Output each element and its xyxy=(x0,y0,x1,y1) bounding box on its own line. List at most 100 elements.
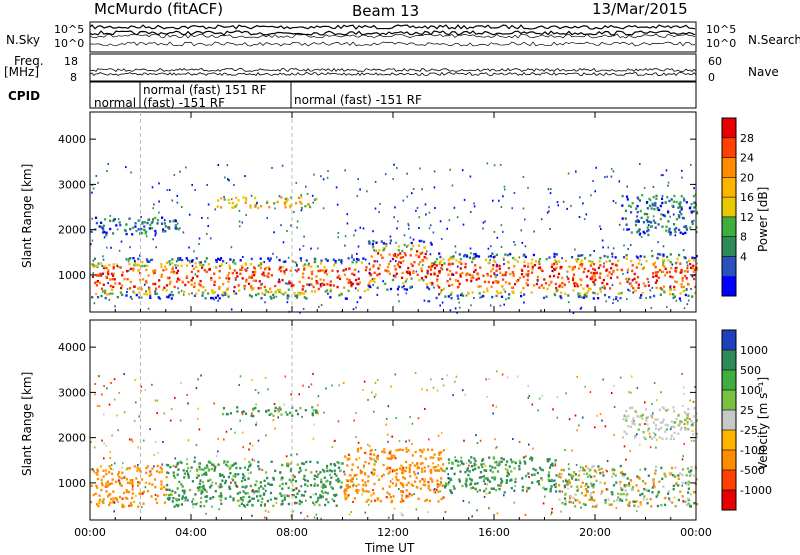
noise-cell xyxy=(504,188,506,191)
data-cell xyxy=(655,274,658,277)
noise-cell xyxy=(454,307,457,310)
noise-cell xyxy=(95,175,98,177)
data-cell xyxy=(146,259,149,263)
noise-cell xyxy=(133,419,136,422)
data-cell xyxy=(192,503,195,506)
data-cell xyxy=(543,278,546,281)
data-cell xyxy=(547,471,551,474)
noise-cell xyxy=(257,391,260,394)
data-cell xyxy=(209,478,212,481)
data-cell xyxy=(243,475,246,478)
noise-cell xyxy=(241,221,243,224)
data-cell xyxy=(195,257,198,260)
data-cell xyxy=(650,437,653,440)
noise-cell xyxy=(613,405,616,408)
noise-cell xyxy=(424,408,426,410)
data-cell xyxy=(201,468,204,471)
data-cell xyxy=(538,262,541,265)
noise-cell xyxy=(177,287,179,290)
data-cell xyxy=(626,280,629,283)
data-cell xyxy=(644,482,647,485)
data-cell xyxy=(204,495,207,498)
data-cell xyxy=(639,502,642,505)
data-cell xyxy=(673,194,676,198)
data-cell xyxy=(459,293,463,297)
noise-cell xyxy=(141,506,143,509)
data-cell xyxy=(135,229,138,233)
data-cell xyxy=(364,460,367,464)
data-cell xyxy=(295,202,298,205)
data-cell xyxy=(458,480,461,483)
data-cell xyxy=(461,462,464,465)
data-cell xyxy=(645,416,648,420)
data-cell xyxy=(378,263,381,267)
data-cell xyxy=(125,223,128,226)
noise-cell xyxy=(357,245,360,248)
data-cell xyxy=(133,465,136,468)
data-cell xyxy=(684,426,687,430)
data-cell xyxy=(672,474,675,477)
data-cell xyxy=(446,279,449,283)
data-cell xyxy=(401,471,404,475)
data-cell xyxy=(590,496,593,499)
noise-cell xyxy=(561,490,564,493)
noise-cell xyxy=(171,493,174,496)
data-cell xyxy=(445,482,448,485)
data-cell xyxy=(443,262,446,265)
noise-cell xyxy=(196,502,199,505)
data-cell xyxy=(665,229,668,232)
data-cell xyxy=(143,225,146,228)
noise-cell xyxy=(592,291,594,294)
noise-cell xyxy=(306,193,309,195)
data-cell xyxy=(477,466,480,469)
data-cell xyxy=(655,194,658,198)
data-cell xyxy=(572,276,575,279)
data-cell xyxy=(121,471,124,474)
data-cell xyxy=(126,278,129,281)
data-cell xyxy=(512,256,515,260)
data-cell xyxy=(269,498,272,501)
data-cell xyxy=(614,256,617,259)
data-cell xyxy=(326,492,329,495)
data-cell xyxy=(152,270,155,273)
noise-cell xyxy=(355,478,358,480)
data-cell xyxy=(382,473,385,476)
data-cell xyxy=(109,219,112,223)
data-cell xyxy=(370,458,373,461)
colorbar-tick-label: 12 xyxy=(740,211,754,224)
data-cell xyxy=(626,477,629,480)
data-cell xyxy=(96,477,99,481)
data-cell xyxy=(543,487,547,491)
noise-cell xyxy=(90,243,92,246)
noise-cell xyxy=(131,485,134,488)
data-cell xyxy=(327,501,330,504)
data-cell xyxy=(304,490,307,493)
data-cell xyxy=(692,195,695,198)
data-cell xyxy=(522,286,525,290)
data-cell xyxy=(211,289,214,292)
data-cell xyxy=(650,505,653,508)
data-cell xyxy=(527,273,530,276)
data-cell xyxy=(233,285,236,289)
data-cell xyxy=(214,465,217,469)
noise-cell xyxy=(379,202,381,205)
data-cell xyxy=(470,478,473,481)
data-cell xyxy=(115,224,118,227)
data-cell xyxy=(624,489,627,492)
noise-cell xyxy=(405,292,408,295)
noise-cell xyxy=(521,241,524,244)
data-cell xyxy=(150,227,154,230)
noise-cell xyxy=(419,167,421,170)
noise-cell xyxy=(546,211,549,214)
data-cell xyxy=(630,259,633,263)
data-cell xyxy=(128,490,131,494)
data-cell xyxy=(670,266,673,270)
data-cell xyxy=(433,263,436,266)
data-cell xyxy=(244,196,248,200)
data-cell xyxy=(236,492,239,495)
noise-cell xyxy=(352,308,355,311)
data-cell xyxy=(311,406,314,409)
data-cell xyxy=(110,288,114,292)
data-cell xyxy=(636,210,639,214)
